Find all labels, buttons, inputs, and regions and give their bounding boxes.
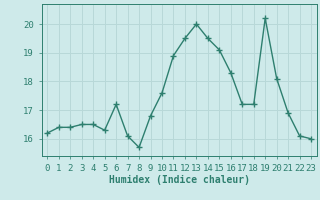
X-axis label: Humidex (Indice chaleur): Humidex (Indice chaleur) <box>109 175 250 185</box>
